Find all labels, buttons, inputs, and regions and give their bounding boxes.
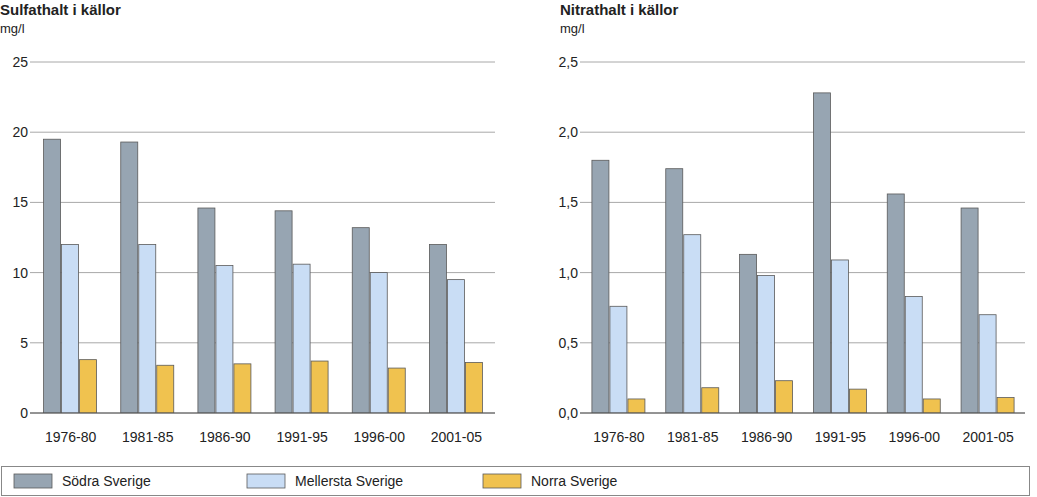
- bar: Södra Sverige: [44, 139, 61, 413]
- grid-line: [30, 272, 495, 273]
- grid-line: [580, 62, 1025, 63]
- bar: Södra Sverige: [429, 245, 446, 413]
- x-tick-label: 1976-80: [45, 429, 97, 445]
- bar: Södra Sverige: [961, 208, 978, 413]
- grid-line: [30, 62, 495, 63]
- grid-line: [30, 413, 495, 414]
- bar: Norra Sverige: [465, 362, 482, 413]
- grid-line: [30, 202, 495, 203]
- legend-box: [2, 467, 1030, 496]
- chart: Nitrathalt i källor mg/l 0,0 0,5 1,0 1,5 2,0 2,…: [559, 1, 1025, 445]
- bar: Norra Sverige: [80, 360, 97, 413]
- legend-swatch: [247, 474, 285, 488]
- x-tick-label: 1996-00: [354, 429, 406, 445]
- grid-line: [30, 342, 495, 343]
- x-tick-label: 2001-05: [431, 429, 483, 445]
- bar: Norra Sverige: [923, 399, 940, 413]
- x-tick-label: 2001-05: [962, 429, 1014, 445]
- x-tick-label: 1991-95: [815, 429, 867, 445]
- chart-title: Nitrathalt i källor: [560, 1, 679, 18]
- bar: Norra Sverige: [388, 368, 405, 413]
- y-tick-label: 15: [12, 194, 28, 210]
- bar: Södra Sverige: [352, 228, 369, 413]
- y-tick-label: 25: [12, 54, 28, 70]
- legend-label: Mellersta Sverige: [295, 473, 403, 489]
- chart: Sulfathalt i källor mg/l 0 5 10 15 20 25 Södra S…: [0, 1, 495, 445]
- legend-label: Norra Sverige: [531, 473, 618, 489]
- bar: Södra Sverige: [198, 208, 215, 413]
- bar: Norra Sverige: [234, 364, 251, 413]
- bar: Mellersta Sverige: [62, 245, 79, 413]
- bar: Mellersta Sverige: [139, 245, 156, 413]
- bar: Södra Sverige: [275, 211, 292, 413]
- grid-line: [580, 272, 1025, 273]
- bar: Mellersta Sverige: [447, 280, 464, 413]
- bar: Norra Sverige: [776, 381, 793, 413]
- bar: Södra Sverige: [666, 169, 683, 413]
- y-tick-label: 0: [20, 405, 28, 421]
- x-tick-label: 1986-90: [741, 429, 793, 445]
- x-axis-line: [30, 413, 495, 414]
- bar: Mellersta Sverige: [905, 296, 922, 413]
- bar: Södra Sverige: [740, 254, 757, 413]
- y-tick-label: 1,5: [559, 194, 579, 210]
- legend-swatch: [483, 474, 521, 488]
- bar: Mellersta Sverige: [370, 273, 387, 413]
- bars: Södra SverigeMellersta SverigeNorra Sver…: [592, 93, 1014, 413]
- legend-swatch: [14, 474, 52, 488]
- grid-line: [580, 132, 1025, 133]
- bar: Södra Sverige: [592, 160, 609, 413]
- bar: Norra Sverige: [311, 361, 328, 413]
- y-tick-label: 0,5: [559, 335, 579, 351]
- bars: Södra SverigeMellersta SverigeNorra Sver…: [44, 139, 483, 413]
- y-tick-label: 1,0: [559, 265, 579, 281]
- y-tick-label: 2,0: [559, 124, 579, 140]
- x-tick-label: 1986-90: [199, 429, 251, 445]
- grid-line: [580, 413, 1025, 414]
- bar: Mellersta Sverige: [684, 235, 701, 413]
- legend: Södra Sverige Mellersta Sverige Norra Sver…: [2, 467, 1030, 496]
- bar: Norra Sverige: [702, 388, 719, 413]
- bar: Norra Sverige: [997, 398, 1014, 413]
- bar: Södra Sverige: [121, 142, 138, 413]
- legend-label: Södra Sverige: [62, 473, 151, 489]
- chart-title: Sulfathalt i källor: [0, 1, 121, 18]
- y-tick-label: 10: [12, 265, 28, 281]
- y-axis-label: mg/l: [560, 21, 585, 36]
- bar: Mellersta Sverige: [610, 306, 627, 413]
- x-tick-label: 1981-85: [667, 429, 719, 445]
- bar: Norra Sverige: [157, 365, 174, 413]
- grid-line: [580, 342, 1025, 343]
- grid-line: [580, 202, 1025, 203]
- y-axis-label: mg/l: [0, 21, 25, 36]
- bar: Mellersta Sverige: [831, 260, 848, 413]
- x-tick-label: 1981-85: [122, 429, 174, 445]
- y-tick-label: 2,5: [559, 54, 579, 70]
- bar: Norra Sverige: [849, 389, 866, 413]
- x-axis-line: [580, 413, 1025, 414]
- bar: Mellersta Sverige: [293, 264, 310, 413]
- y-tick-label: 0,0: [559, 405, 579, 421]
- bar: Södra Sverige: [813, 93, 830, 413]
- bar: Mellersta Sverige: [979, 315, 996, 413]
- y-tick-label: 20: [12, 124, 28, 140]
- x-tick-label: 1976-80: [593, 429, 645, 445]
- y-tick-label: 5: [20, 335, 28, 351]
- bar: Mellersta Sverige: [216, 266, 233, 413]
- x-tick-label: 1996-00: [889, 429, 941, 445]
- page: Sulfathalt i källor mg/l 0 5 10 15 20 25 Södra S…: [0, 0, 1037, 497]
- bar: Mellersta Sverige: [758, 275, 775, 413]
- x-tick-label: 1991-95: [276, 429, 328, 445]
- grid-line: [30, 132, 495, 133]
- bar: Norra Sverige: [628, 399, 645, 413]
- bar: Södra Sverige: [887, 194, 904, 413]
